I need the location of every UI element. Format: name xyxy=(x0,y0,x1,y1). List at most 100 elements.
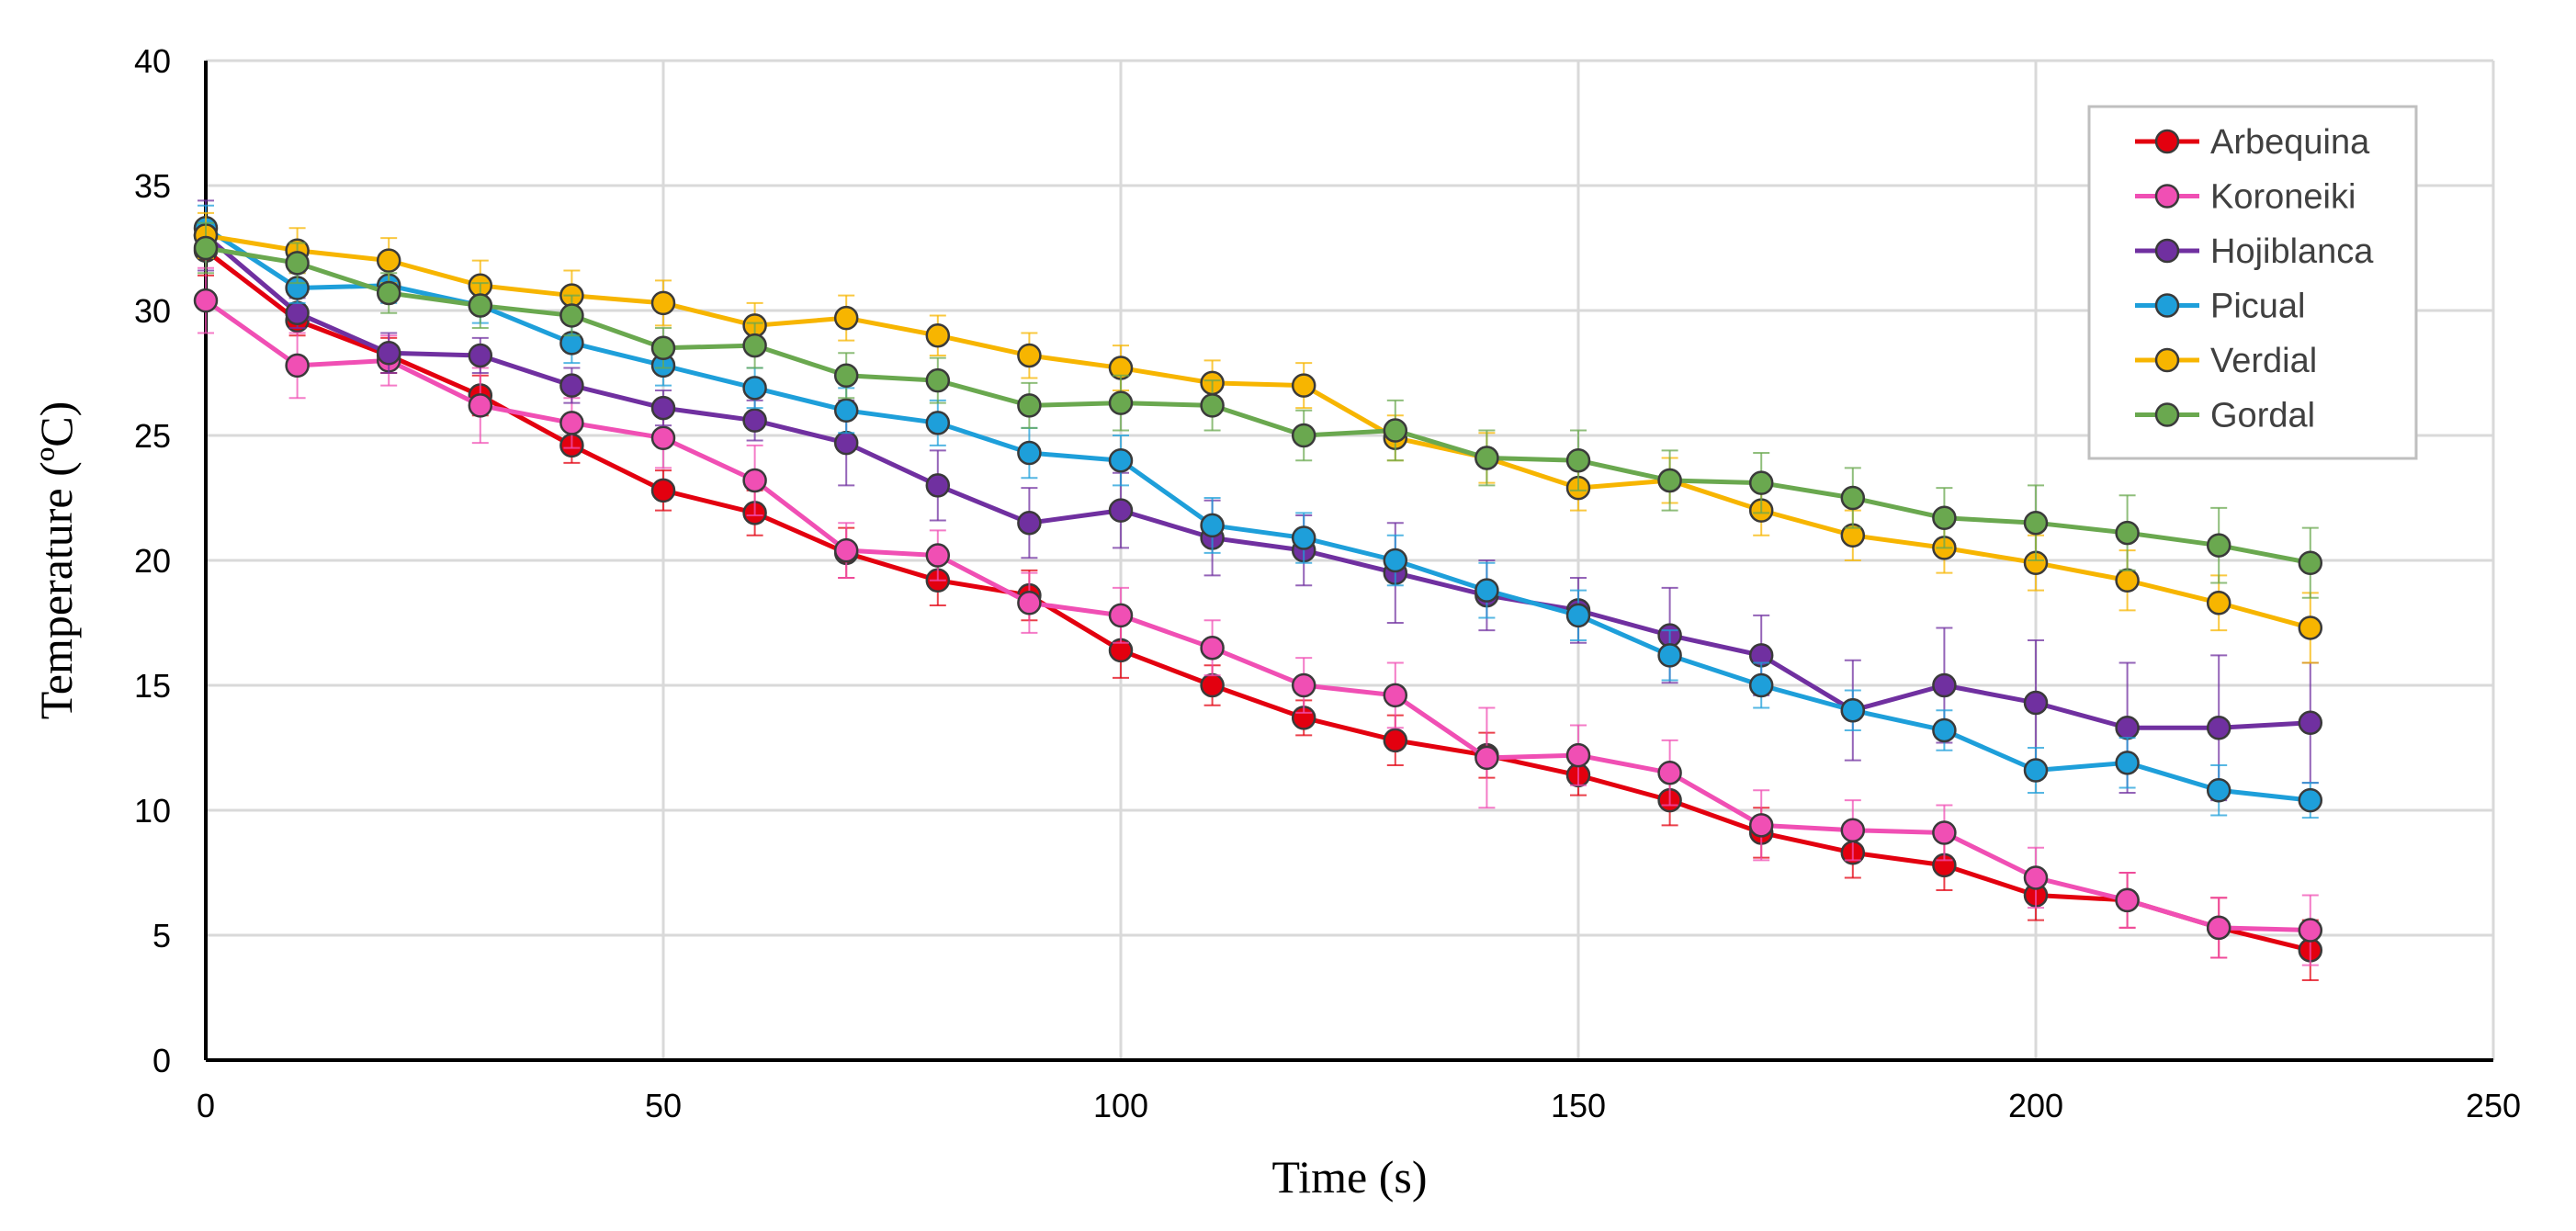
legend-label: Verdial xyxy=(2210,342,2317,380)
data-point-hojiblanca xyxy=(1108,498,1134,523)
series-koroneiki xyxy=(193,266,2323,966)
data-point-koroneiki xyxy=(559,411,584,435)
y-tick-label: 15 xyxy=(134,667,171,705)
line-hojiblanca xyxy=(204,233,2310,730)
data-point-hojiblanca xyxy=(650,395,676,421)
x-tick-label: 0 xyxy=(197,1087,215,1124)
data-point-gordal xyxy=(2298,550,2323,575)
data-point-picual xyxy=(742,376,767,401)
data-point-koroneiki xyxy=(1474,745,1499,771)
data-point-verdial xyxy=(2206,590,2231,616)
data-point-hojiblanca xyxy=(742,408,767,433)
data-point-koroneiki xyxy=(833,537,859,563)
data-point-koroneiki xyxy=(1200,635,1225,661)
data-point-gordal xyxy=(833,363,859,388)
series-verdial xyxy=(193,211,2323,664)
data-point-picual xyxy=(1474,578,1499,603)
y-tick-label: 10 xyxy=(134,792,171,830)
data-point-koroneiki xyxy=(1748,813,1774,838)
legend-box xyxy=(2087,105,2418,460)
data-point-hojiblanca xyxy=(2206,715,2231,740)
data-point-hojiblanca xyxy=(925,473,951,498)
x-tick-label: 50 xyxy=(645,1087,682,1124)
data-point-gordal xyxy=(1840,485,1866,511)
legend-label: Arbequina xyxy=(2210,123,2370,162)
x-tick-label: 200 xyxy=(2008,1087,2063,1124)
data-point-picual xyxy=(1017,440,1042,466)
data-point-verdial xyxy=(925,322,951,348)
data-point-koroneiki xyxy=(2115,887,2140,913)
data-point-picual xyxy=(2023,758,2049,783)
data-point-gordal xyxy=(285,251,310,276)
y-tick-label: 25 xyxy=(134,417,171,455)
tick-labels: 0 5 10 15 20 25 30 35 40 0 50 100 150 200 250 xyxy=(134,42,2521,1124)
data-point-gordal xyxy=(1748,470,1774,495)
data-point-hojiblanca xyxy=(2023,690,2049,716)
data-point-koroneiki xyxy=(1565,742,1591,768)
data-point-koroneiki xyxy=(925,543,951,568)
data-point-gordal xyxy=(1200,393,1225,418)
line-picual xyxy=(204,226,2311,803)
data-point-picual xyxy=(1932,717,1957,743)
y-tick-label: 5 xyxy=(153,917,171,954)
data-point-gordal xyxy=(1474,446,1499,470)
data-point-picual xyxy=(1200,513,1225,538)
legend: Arbequina Koroneiki Hojiblanca Picual Verdia… xyxy=(2087,105,2418,460)
data-point-gordal xyxy=(742,333,767,358)
x-tick-label: 250 xyxy=(2466,1087,2521,1124)
data-point-gordal xyxy=(2023,510,2049,536)
data-point-verdial xyxy=(376,248,401,273)
line-arbequina xyxy=(204,248,2311,953)
data-point-hojiblanca xyxy=(2115,715,2140,740)
data-point-gordal xyxy=(1291,423,1316,448)
data-point-koroneiki xyxy=(285,353,310,378)
data-point-koroneiki xyxy=(193,288,219,313)
line-koroneiki xyxy=(204,299,2310,933)
x-tick-label: 100 xyxy=(1093,1087,1148,1124)
data-point-koroneiki xyxy=(1657,760,1682,785)
data-point-picual xyxy=(1657,643,1682,668)
legend-item-arbequina: Arbequina xyxy=(2135,123,2370,162)
data-point-verdial xyxy=(1017,343,1042,368)
data-point-gordal xyxy=(1383,418,1408,443)
data-point-verdial xyxy=(1291,373,1316,398)
line-verdial xyxy=(205,232,2311,630)
data-point-koroneiki xyxy=(468,393,493,418)
x-axis-title: Time (s) xyxy=(1271,1151,1427,1203)
series-gordal xyxy=(193,221,2323,599)
data-point-gordal xyxy=(559,303,584,328)
legend-marker xyxy=(2154,347,2180,373)
data-point-koroneiki xyxy=(1108,603,1134,628)
data-point-hojiblanca xyxy=(468,343,493,368)
data-point-koroneiki xyxy=(1291,672,1316,698)
data-point-verdial xyxy=(2115,568,2140,593)
data-point-gordal xyxy=(2206,533,2231,558)
data-point-koroneiki xyxy=(650,425,676,450)
data-point-hojiblanca xyxy=(833,430,859,456)
legend-label: Koroneiki xyxy=(2210,178,2356,217)
data-point-picual xyxy=(2298,787,2323,813)
data-point-koroneiki xyxy=(1932,820,1957,845)
data-point-gordal xyxy=(925,367,951,393)
data-point-picual xyxy=(1840,697,1866,723)
data-point-koroneiki xyxy=(742,468,767,493)
data-point-hojiblanca xyxy=(1017,510,1042,536)
data-point-verdial xyxy=(650,290,676,316)
data-point-picual xyxy=(2206,777,2231,803)
data-point-koroneiki xyxy=(1383,683,1408,708)
data-point-hojiblanca xyxy=(285,300,310,325)
legend-marker xyxy=(2154,238,2180,264)
legend-label: Picual xyxy=(2210,288,2306,326)
legend-item-koroneiki: Koroneiki xyxy=(2135,178,2356,217)
data-point-gordal xyxy=(1565,447,1591,473)
data-point-koroneiki xyxy=(1840,818,1866,843)
data-point-picual xyxy=(1383,548,1408,573)
data-point-gordal xyxy=(468,293,493,318)
legend-label: Hojiblanca xyxy=(2210,232,2374,271)
data-point-gordal xyxy=(1932,505,1957,531)
data-point-koroneiki xyxy=(1017,590,1042,616)
data-point-picual xyxy=(1291,525,1316,550)
y-tick-label: 40 xyxy=(134,42,171,80)
data-point-gordal xyxy=(376,280,401,306)
data-point-gordal xyxy=(1657,468,1682,493)
